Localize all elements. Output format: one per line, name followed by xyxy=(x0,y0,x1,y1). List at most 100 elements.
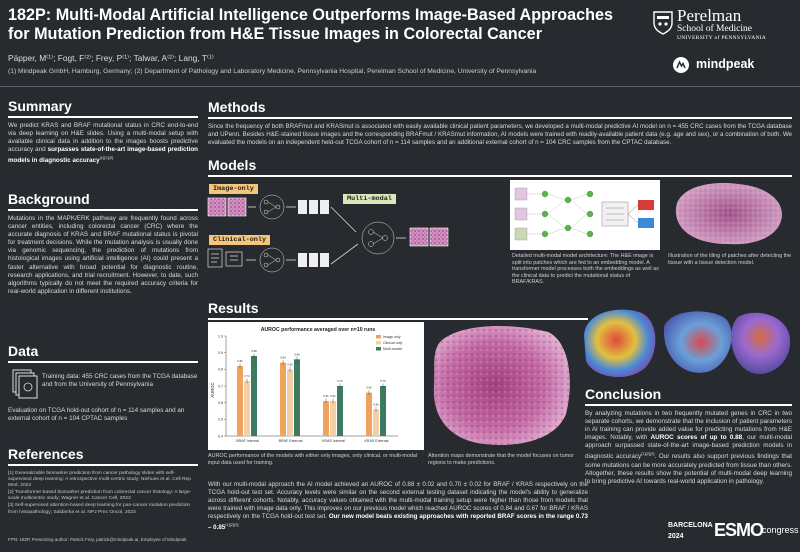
chart-data-label: 0.66 xyxy=(366,386,372,390)
results-refs: [1][2][3] xyxy=(225,522,239,528)
chart-data-label: 0.61 xyxy=(323,394,329,398)
chart-bar xyxy=(337,386,343,436)
chart-data-label: 0.84 xyxy=(280,356,286,360)
reference-item-1: [1] Generalizable biomarker prediction f… xyxy=(8,471,191,489)
clinical-only-label: Clinical-only xyxy=(209,235,271,245)
attention-caption: Attention maps demonstrate that the mode… xyxy=(428,453,574,466)
chart-bar xyxy=(330,401,336,436)
chart-bar xyxy=(373,409,379,436)
background-text: Mutations in the MAPK/ERK pathway are fr… xyxy=(8,215,198,295)
chart-bar xyxy=(380,386,386,436)
architecture-diagram-svg xyxy=(514,187,654,241)
models-section: Models xyxy=(208,157,792,177)
references-section: References [1] Generalizable biomarker p… xyxy=(8,446,198,516)
tiling-tissue-image xyxy=(675,183,783,245)
chart-legend-swatch xyxy=(376,347,381,351)
references-rule xyxy=(8,464,198,466)
multi-modal-network-icon xyxy=(361,221,395,255)
penn-logo-school: School of Medicine xyxy=(677,24,752,34)
chart-caption: AUROC performance of the models with eit… xyxy=(208,453,418,466)
methods-rule xyxy=(208,117,792,119)
chart-y-tick-label: 1.0 xyxy=(218,334,223,338)
chart-data-label: 0.70 xyxy=(337,379,343,383)
chart-data-label: 0.61 xyxy=(330,394,336,398)
chart-data-label: 0.80 xyxy=(287,362,293,366)
penn-logo-name: Perelman xyxy=(677,6,742,25)
affiliations: (1) Mindpeak GmbH, Hamburg, Germany; (2)… xyxy=(8,68,537,75)
chart-legend-swatch xyxy=(376,341,381,345)
data-title: Data xyxy=(8,343,39,359)
results-title: Results xyxy=(208,300,259,316)
data-rule xyxy=(8,361,198,363)
image-only-patches-icon xyxy=(207,197,247,217)
congress-city: BARCELONA xyxy=(668,522,713,529)
auroc-chart-panel: AUROC performance averaged over n=10 run… xyxy=(208,322,424,450)
attention-map-image xyxy=(433,326,570,445)
attention-heatmaps xyxy=(580,305,792,385)
conclusion-text-a: By analyzing mutations in two frequently… xyxy=(585,410,792,442)
models-rule xyxy=(208,175,792,177)
methods-text: Since the frequency of both BRAFmut and … xyxy=(208,123,792,147)
chart-bar xyxy=(244,381,250,436)
clinical-network-icon xyxy=(259,247,285,273)
summary-text-bold: surpasses state-of-the-art image-based p… xyxy=(8,146,199,165)
chart-data-label: 0.70 xyxy=(380,379,386,383)
mindpeak-logo-icon xyxy=(673,57,689,73)
chart-data-label: 0.56 xyxy=(373,402,379,406)
clinical-output-icon xyxy=(298,253,329,267)
clinical-document-icon xyxy=(207,248,243,268)
reference-item-2: [2] Transformer-based biomarker predicti… xyxy=(8,490,192,502)
esmo-congress-logo: BARCELONA 2024 ESMO congress xyxy=(668,520,799,548)
data-evaluation-text: Evaluation on TCGA hold-out cohort of n … xyxy=(8,407,185,423)
summary-text: We predict KRAS and BRAF mutational stat… xyxy=(8,122,198,166)
authors: Päpper, M⁽¹⁾; Fogt, F⁽²⁾; Frey, P⁽¹⁾; Ta… xyxy=(8,53,214,63)
conclusion-title: Conclusion xyxy=(585,386,662,402)
chart-bar xyxy=(251,356,257,436)
chart-y-tick-label: 0.5 xyxy=(218,418,223,422)
summary-section: Summary We predict KRAS and BRAF mutatio… xyxy=(8,98,198,166)
penn-logo: Perelman School of Medicine UNIVERSITY o… xyxy=(653,6,793,46)
chart-y-tick-label: 0.8 xyxy=(218,368,223,372)
penn-shield-icon xyxy=(653,11,673,35)
footnote: FPN: 182P, Presenting author: Patrick Fr… xyxy=(8,537,187,542)
chart-x-tick-label: BRAF External xyxy=(279,439,303,443)
conclusion-text-c: . Our results also support previous find… xyxy=(585,453,792,485)
conclusion-text-b: , our multi-modal approach surpassed sta… xyxy=(585,434,792,461)
references-title: References xyxy=(8,446,84,462)
chart-data-label: 0.86 xyxy=(294,352,300,356)
data-section: Data Training data: 455 CRC cases from t… xyxy=(8,343,198,422)
image-only-label: Image-only xyxy=(209,184,258,194)
summary-title: Summary xyxy=(8,98,72,114)
models-title: Models xyxy=(208,157,257,173)
results-section: Results xyxy=(208,300,588,320)
background-rule xyxy=(8,209,198,211)
chart-data-label: 0.88 xyxy=(251,349,257,353)
congress-brand: ESMO xyxy=(714,520,764,540)
background-section: Background Mutations in the MAPK/ERK pat… xyxy=(8,191,198,296)
conclusion-text-bold: AUROC scores of up to 0.88 xyxy=(650,434,743,442)
header-divider xyxy=(0,86,800,87)
chart-bar xyxy=(294,359,300,436)
architecture-diagram xyxy=(510,180,660,250)
conclusion-refs: [1][2][3] xyxy=(641,451,655,457)
results-text-bold: Our new model beats existing approaches … xyxy=(208,513,588,532)
image-output-icon xyxy=(298,200,329,214)
chart-bar xyxy=(366,392,372,436)
multi-modal-patches-icon xyxy=(409,227,449,247)
architecture-caption: Detailed multi-modal model architecture:… xyxy=(512,253,659,286)
chart-y-tick-label: 0.6 xyxy=(218,401,223,405)
chart-data-label: 0.82 xyxy=(237,359,243,363)
chart-y-tick-label: 0.9 xyxy=(218,351,223,355)
chart-bar xyxy=(323,401,329,436)
chart-x-tick-label: KRAS External xyxy=(365,439,389,443)
results-text-plain: With our multi-modal approach the AI mod… xyxy=(208,481,588,521)
methods-title: Methods xyxy=(208,99,266,115)
results-text: With our multi-modal approach the AI mod… xyxy=(208,481,588,533)
chart-legend-label: Multi-modal xyxy=(383,347,402,351)
summary-rule xyxy=(8,116,198,118)
conclusion-section: Conclusion By analyzing mutations in two… xyxy=(585,386,792,486)
multi-modal-label: Multi-modal xyxy=(343,194,396,204)
attention-heatmaps-svg xyxy=(584,309,791,378)
congress-year: 2024 xyxy=(668,533,684,540)
poster-title: 182P: Multi-Modal Artificial Intelligenc… xyxy=(8,6,614,43)
